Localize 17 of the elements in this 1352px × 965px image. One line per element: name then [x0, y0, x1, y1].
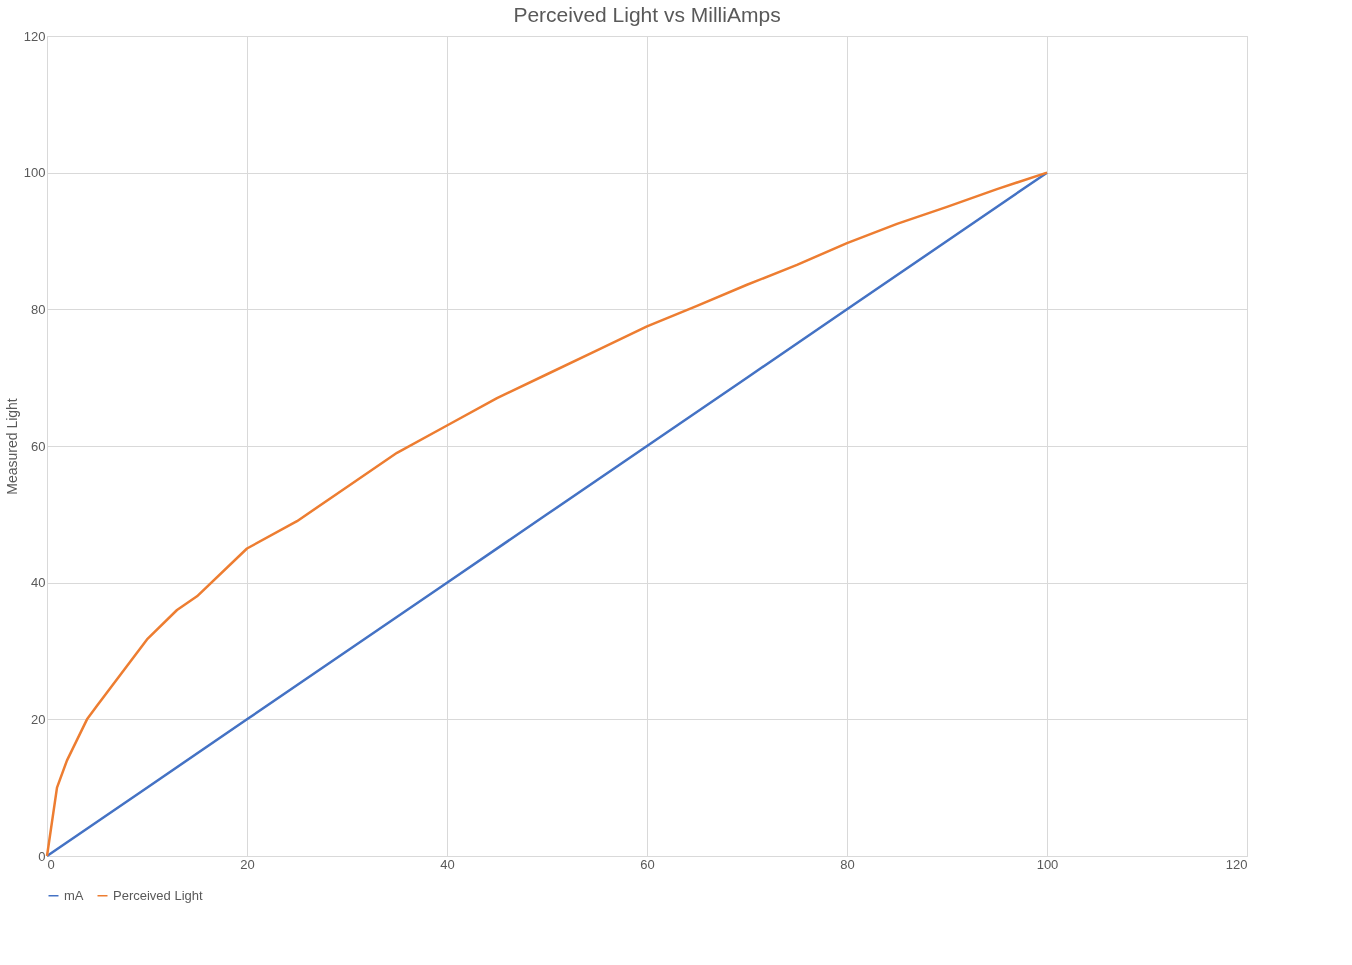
y-axis-title: Measured Light: [3, 398, 20, 495]
line-series: [45, 171, 1049, 858]
y-tick-label: 40: [31, 575, 46, 591]
y-tick-label: 20: [31, 711, 46, 727]
x-tick-label: 20: [240, 856, 255, 872]
legend-label: Perceived Light: [113, 887, 203, 903]
y-tick-label: 60: [31, 438, 46, 454]
chart-title: Perceived Light vs MilliAmps: [513, 3, 781, 26]
y-tick-label: 80: [31, 301, 46, 317]
legend-label: mA: [64, 887, 84, 903]
x-tick-label: 120: [1225, 856, 1248, 872]
y-tick-label: 120: [23, 28, 46, 44]
x-tick-label: 60: [640, 856, 655, 872]
y-tick-label: 100: [23, 165, 46, 181]
x-tick-label: 100: [1036, 856, 1059, 872]
x-tick-label: 80: [840, 856, 855, 872]
x-tick-label: 40: [440, 856, 455, 872]
